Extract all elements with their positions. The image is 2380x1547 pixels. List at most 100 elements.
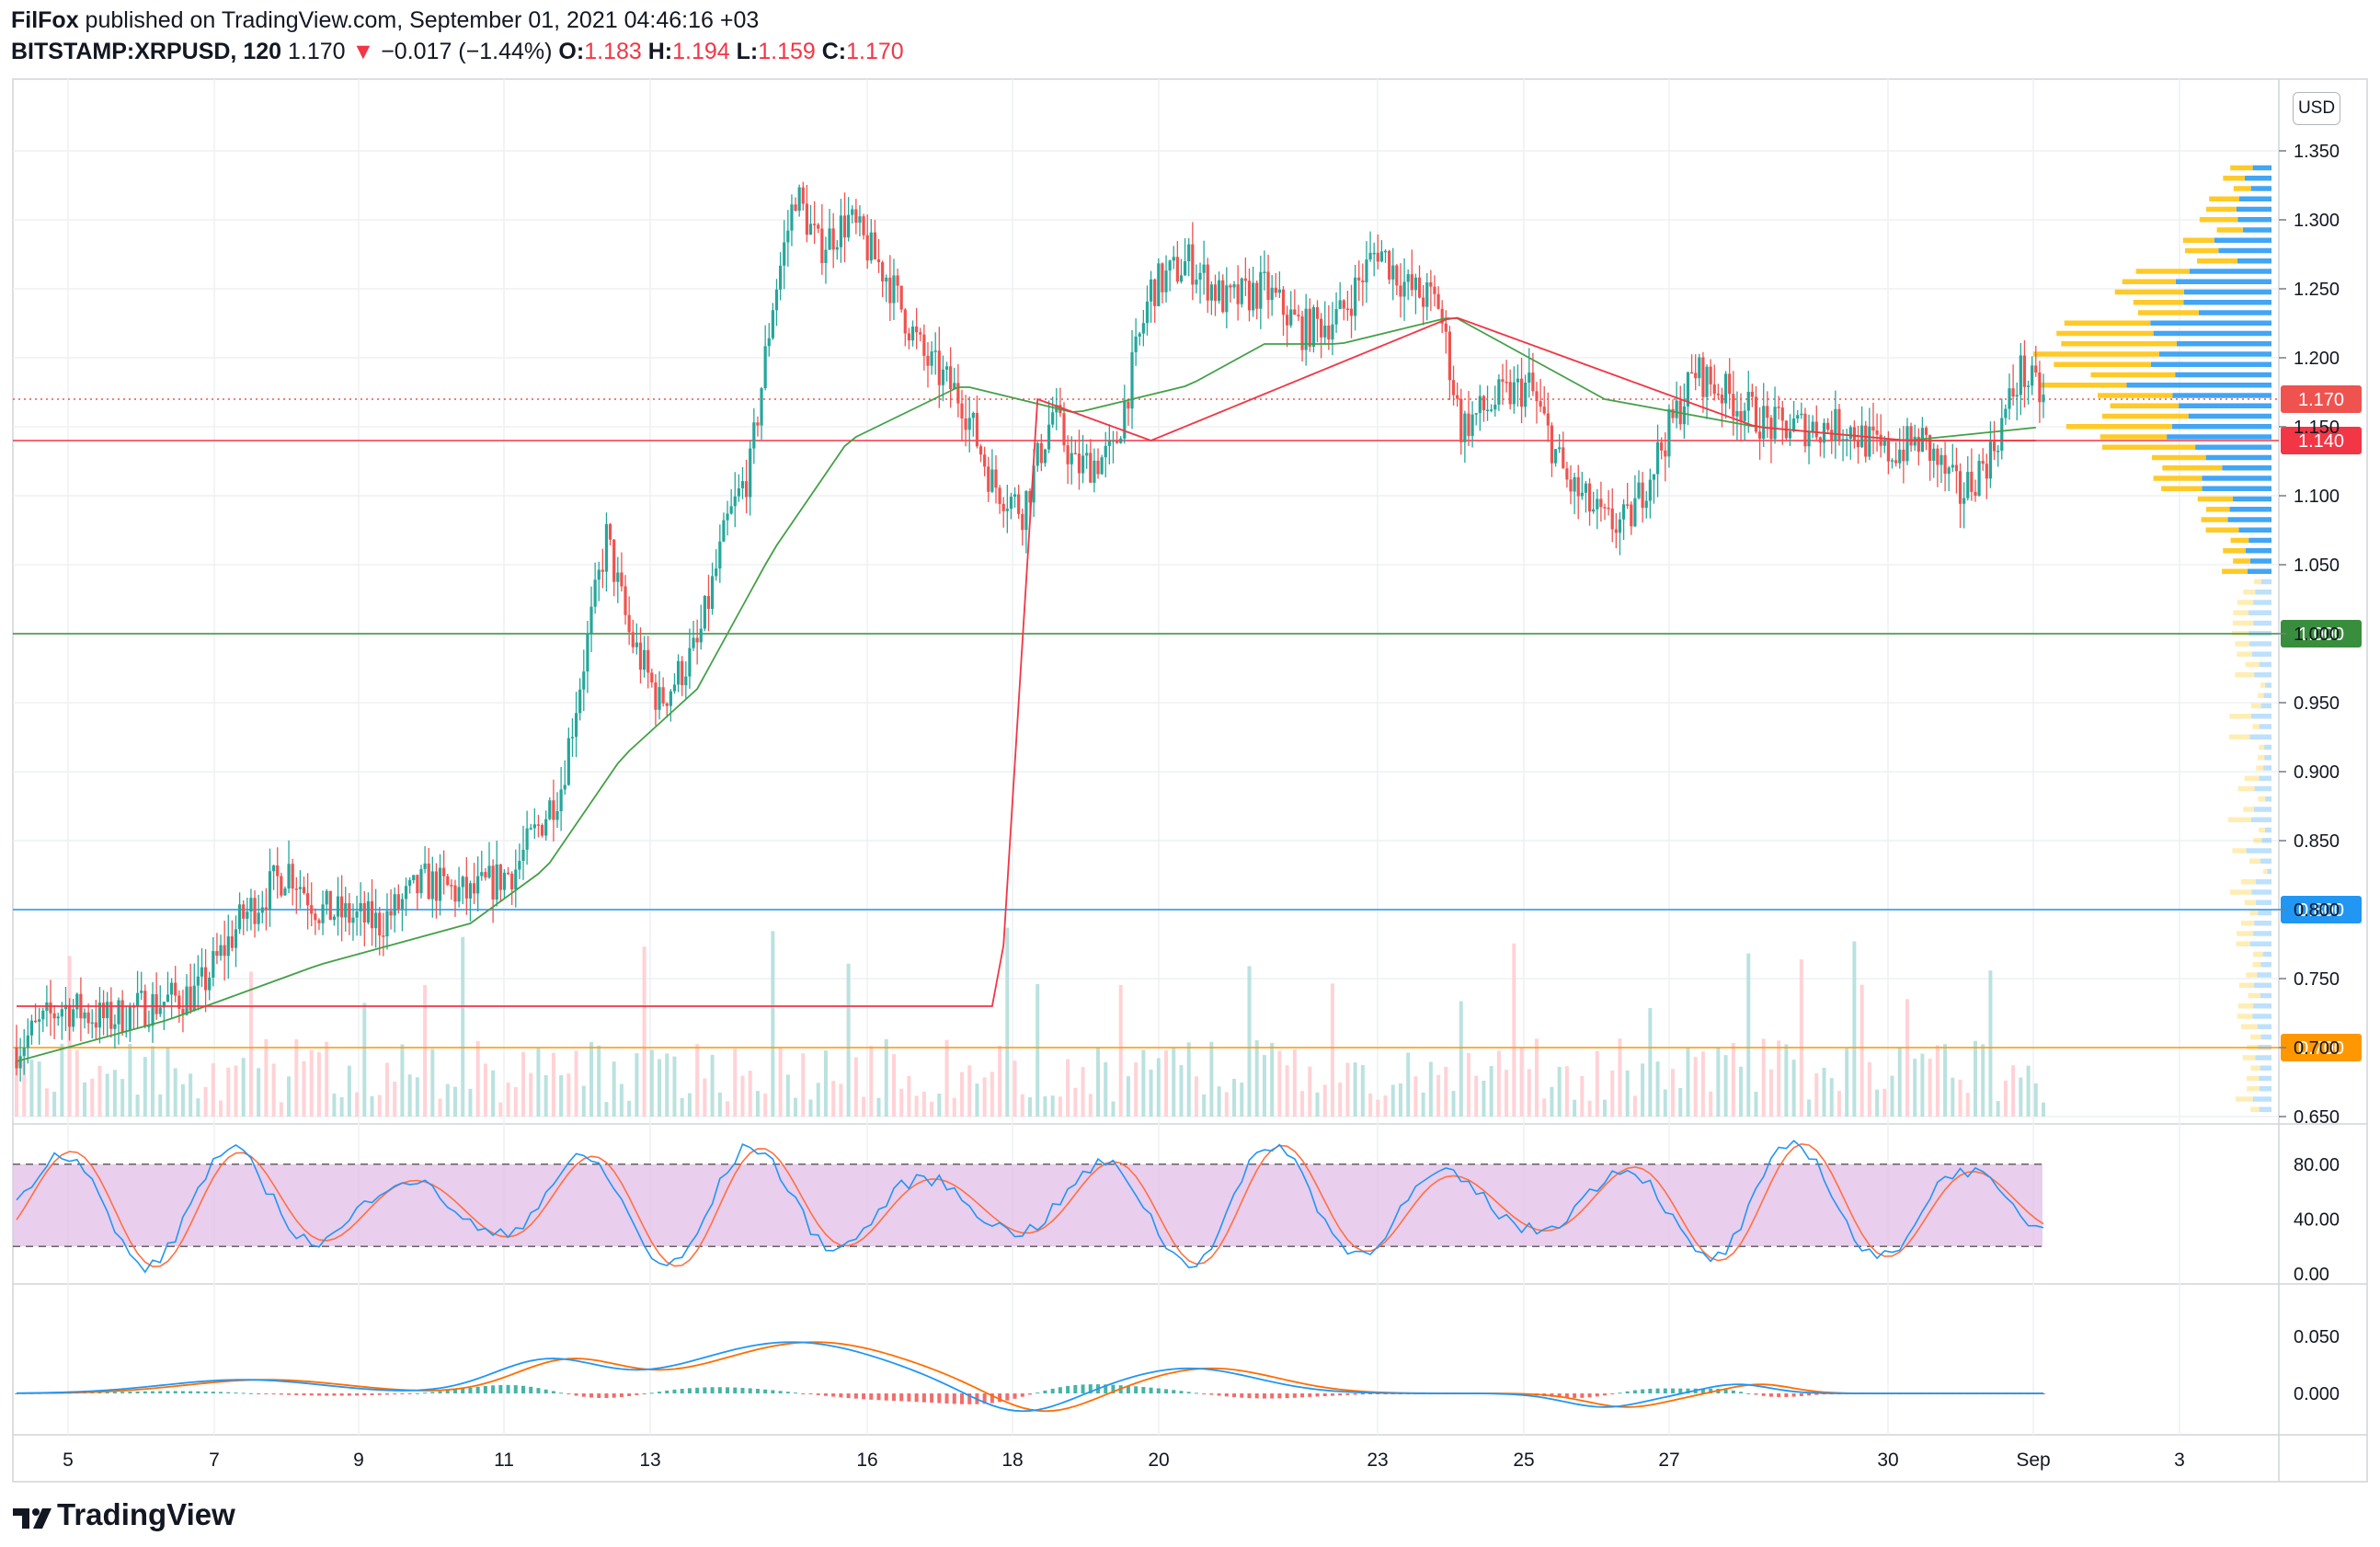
symbol-name[interactable]: BITSTAMP:XRPUSD, 120: [11, 39, 282, 64]
volume-bar: [627, 1100, 632, 1117]
macd-histogram-bar: [513, 1385, 518, 1393]
volume-bar: [763, 1093, 768, 1117]
macd-histogram-bar: [279, 1393, 283, 1395]
macd-histogram-bar: [937, 1393, 942, 1404]
candle-body: [1062, 413, 1066, 446]
macd-histogram-bar: [1134, 1386, 1139, 1393]
candle-body: [1263, 271, 1266, 273]
volume-bar: [574, 1050, 578, 1117]
candle-body: [1954, 464, 1959, 472]
candle-body: [1089, 453, 1093, 483]
volume-profile-bar: [2238, 196, 2271, 201]
volume-profile-bar: [2260, 579, 2271, 585]
candle-body: [570, 737, 575, 739]
volume-bar: [1845, 1048, 1849, 1117]
candle-body: [268, 871, 272, 911]
candle-body: [624, 586, 627, 615]
candle-body: [978, 446, 983, 455]
volume-bar: [816, 1083, 820, 1117]
candle-body: [1259, 271, 1263, 309]
candle-body: [774, 289, 779, 311]
volume-profile-bar: [2250, 186, 2271, 191]
candle-body: [740, 481, 745, 488]
candle-body: [1723, 373, 1728, 404]
volume-profile-bar: [2205, 527, 2239, 533]
candle-body: [1085, 453, 1089, 456]
candle-body: [665, 703, 669, 706]
volume-profile-bar: [2250, 714, 2271, 719]
candle-body: [1924, 428, 1928, 435]
candle-body: [67, 1004, 72, 1027]
candle-body: [1637, 482, 1641, 498]
volume-profile-bar: [2064, 320, 2151, 326]
candle-body: [366, 900, 371, 923]
stoch-tick-label: 0.00: [2294, 1265, 2329, 1285]
volume-bar: [1050, 1095, 1055, 1117]
volume-bar: [990, 1071, 994, 1117]
candle-body: [1852, 427, 1857, 441]
volume-bar: [1595, 1050, 1599, 1117]
volume-bar: [158, 1094, 163, 1117]
candle-body: [1739, 411, 1743, 421]
time-tick-label: 30: [1877, 1450, 1898, 1471]
volume-bar: [1466, 1052, 1470, 1117]
macd-histogram-bar: [1073, 1384, 1078, 1393]
volume-profile-bar: [2237, 931, 2254, 936]
macd-histogram-bar: [180, 1391, 185, 1393]
macd-histogram-bar: [823, 1393, 828, 1396]
candle-body: [203, 967, 208, 991]
candle-body: [1345, 308, 1350, 311]
volume-bar: [1678, 1087, 1683, 1117]
time-tick-label: 13: [639, 1450, 660, 1471]
volume-bar: [1186, 1042, 1191, 1117]
volume-profile-bar: [2259, 1086, 2271, 1092]
candle-body: [1868, 426, 1871, 457]
candle-body: [1535, 391, 1539, 402]
footer: TradingView: [57, 1497, 235, 1532]
candle-body: [1792, 418, 1796, 431]
candle-body: [1660, 441, 1664, 451]
currency-badge[interactable]: USD: [2293, 92, 2340, 125]
volume-bar: [211, 1063, 215, 1117]
candle-body: [646, 649, 650, 673]
volume-bar: [952, 1097, 956, 1117]
candle-body: [672, 684, 677, 692]
candle-body: [638, 642, 643, 670]
volume-bar: [1104, 1061, 1108, 1117]
volume-bar: [513, 1087, 518, 1117]
volume-profile-bar: [2259, 1075, 2271, 1082]
footer-brand[interactable]: TradingView: [57, 1497, 235, 1531]
volume-bar: [1996, 1101, 2000, 1117]
candle-body: [135, 992, 140, 1007]
volume-bar: [1209, 1041, 1214, 1117]
volume-profile-bar: [2167, 434, 2271, 440]
volume-bar: [483, 1063, 487, 1117]
candle-body: [83, 1012, 86, 1019]
time-axis-labels: 5 7 9 11 13 16 18 20 23 25 27 30 Sep 3: [63, 1450, 2185, 1471]
volume-bar: [1746, 953, 1751, 1117]
candle-body: [355, 911, 359, 918]
candle-body: [1633, 498, 1637, 527]
candle-body: [317, 920, 321, 923]
volume-profile-bar: [2162, 465, 2223, 471]
volume-bar: [1632, 1095, 1637, 1117]
macd-histogram-bar: [801, 1393, 806, 1394]
volume-profile-bar: [2267, 868, 2271, 875]
candle-body: [797, 187, 801, 212]
candle-body: [1985, 464, 1988, 479]
candle-body: [166, 994, 170, 1003]
candle-body: [786, 230, 790, 243]
candle-body: [158, 1007, 162, 1014]
volume-bar: [1247, 966, 1252, 1117]
candle-body: [1164, 270, 1168, 292]
candle-body: [699, 628, 703, 643]
price-tick-label: 1.250: [2294, 280, 2340, 300]
volume-bar: [1693, 1057, 1698, 1117]
volume-profile-bar: [2248, 610, 2271, 615]
volume-bar: [1254, 1040, 1259, 1117]
macd-histogram-bar: [1254, 1393, 1259, 1399]
low-label: L:: [736, 39, 759, 64]
time-tick-label: 16: [856, 1450, 877, 1471]
publisher-name[interactable]: FilFox: [11, 7, 79, 33]
